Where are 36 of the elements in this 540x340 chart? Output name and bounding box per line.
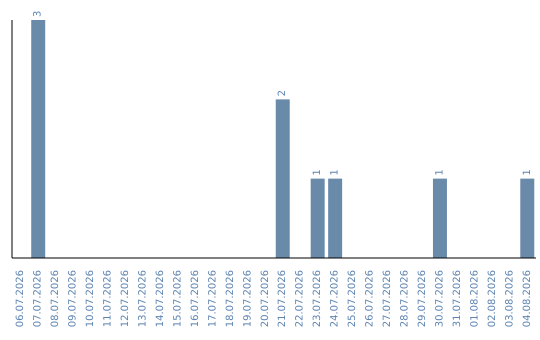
x-tick-label: 21.07.2026 bbox=[277, 270, 288, 328]
x-tick-label: 18.07.2026 bbox=[224, 270, 236, 328]
x-tick-label: 26.07.2026 bbox=[364, 270, 376, 328]
x-tick-label: 15.07.2026 bbox=[172, 270, 184, 328]
x-tick-label: 07.07.2026 bbox=[32, 270, 44, 328]
data-label: 2 bbox=[277, 90, 288, 96]
x-tick-label: 09.07.2026 bbox=[68, 270, 79, 328]
x-tick-label: 28.07.2026 bbox=[400, 270, 410, 328]
x-tick-label: 11.07.2026 bbox=[102, 270, 114, 328]
data-label: 1 bbox=[522, 169, 533, 176]
x-tick-label: 06.07.2026 bbox=[15, 270, 26, 328]
x-tick-label: 02.08.2026 bbox=[486, 270, 498, 328]
x-tick-label: 16.07.2026 bbox=[190, 270, 201, 328]
x-tick-label: 29.07.2026 bbox=[416, 270, 428, 328]
x-tick-label: 04.08.2026 bbox=[522, 270, 533, 328]
x-tick-label: 14.07.2026 bbox=[154, 270, 166, 328]
data-label: 1 bbox=[330, 169, 341, 176]
x-tick-label: 20.07.2026 bbox=[260, 270, 271, 328]
x-tick-label: 10.07.2026 bbox=[85, 270, 96, 328]
x-tick-label: 24.07.2026 bbox=[330, 270, 341, 328]
data-label: 3 bbox=[32, 10, 44, 17]
x-tick-label: 30.07.2026 bbox=[434, 270, 446, 328]
data-label: 1 bbox=[312, 169, 324, 176]
x-tick-label: 23.07.2026 bbox=[312, 270, 324, 328]
x-tick-label: 17.07.2026 bbox=[207, 270, 218, 328]
x-tick-label: 31.07.2026 bbox=[452, 270, 463, 328]
x-tick-label: 08.07.2026 bbox=[50, 270, 62, 328]
x-tick-label: 27.07.2026 bbox=[382, 270, 394, 328]
x-tick-label: 25.07.2026 bbox=[347, 270, 358, 328]
x-tick-label: 01.08.2026 bbox=[469, 270, 480, 328]
data-label: 1 bbox=[434, 169, 446, 176]
x-tick-label: 03.08.2026 bbox=[504, 270, 516, 328]
x-tick-label: 13.07.2026 bbox=[138, 270, 148, 328]
x-tick-label: 12.07.2026 bbox=[120, 270, 132, 328]
x-tick-label: 19.07.2026 bbox=[242, 270, 254, 328]
x-tick-label: 22.07.2026 bbox=[294, 270, 306, 328]
